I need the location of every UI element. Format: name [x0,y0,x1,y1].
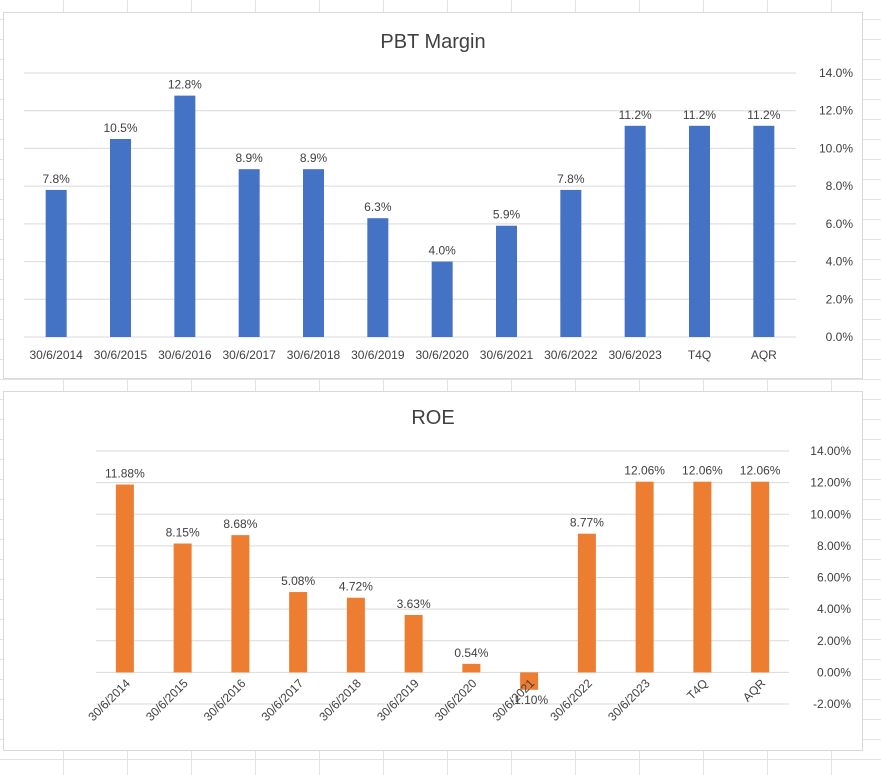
data-label: 12.06% [682,464,723,478]
data-label: 11.2% [619,108,652,122]
data-label: 12.06% [740,464,781,478]
x-tick-label: 30/6/2016 [158,348,212,362]
data-label: 5.08% [281,574,315,588]
y-tick-label: 10.0% [819,141,853,155]
data-label: 8.68% [223,517,257,531]
y-tick-label: 6.0% [826,217,854,231]
x-tick-label: AQR [751,348,777,362]
data-label: 12.8% [168,78,202,92]
y-tick-label: 4.00% [817,602,851,616]
data-label: -1.10% [510,693,548,707]
y-tick-label: 14.00% [810,444,851,458]
x-tick-label: 30/6/2018 [316,676,364,724]
bar [577,533,596,673]
x-tick-label: 30/6/2017 [259,676,307,724]
x-tick-label: 30/6/2022 [544,348,598,362]
bar [496,225,517,337]
bar [110,139,131,337]
y-tick-label: 2.00% [817,634,851,648]
y-tick-label: 2.0% [826,292,854,306]
x-tick-label: 30/6/2017 [222,348,276,362]
bar [173,543,192,673]
x-tick-label: T4Q [688,348,711,362]
data-label: 4.0% [428,244,456,258]
bar [303,169,324,337]
bar [689,125,710,337]
chart-title: ROE [411,407,454,429]
bar [751,481,770,673]
data-label: 7.8% [557,172,585,186]
data-label: 4.72% [339,580,373,594]
bar [45,189,67,337]
x-tick-label: 30/6/2019 [374,676,422,724]
data-label: 8.77% [570,516,604,530]
bar [462,663,481,673]
y-tick-label: 0.00% [817,665,851,679]
bar [431,261,453,337]
x-tick-label: T4Q [684,676,710,702]
y-tick-label: 4.0% [826,255,854,269]
data-label: 3.63% [397,597,431,611]
bar [231,535,250,673]
x-tick-label: 30/6/2021 [480,348,534,362]
data-label: 8.9% [300,151,328,165]
bar [238,169,260,337]
data-label: 12.06% [624,464,665,478]
y-tick-label: 10.00% [810,507,851,521]
y-tick-label: 8.00% [817,539,851,553]
bar [520,672,539,690]
bar [753,125,775,337]
x-tick-label: 30/6/2023 [605,676,653,724]
chart-title: PBT Margin [380,31,485,53]
y-tick-label: 8.0% [826,179,854,193]
x-tick-label: 30/6/2020 [415,348,469,362]
x-tick-label: 30/6/2015 [94,348,148,362]
data-label: 11.2% [747,108,780,122]
x-tick-label: 30/6/2014 [29,348,83,362]
bar [346,597,365,673]
bar [693,481,712,673]
data-label: 8.15% [166,526,200,540]
roe-chart-svg: ROE -2.00% 0.00% 2.00% 4.00% 6.00% 8.00% 10.00… [85,407,851,724]
x-tick-label: 30/6/2023 [608,348,662,362]
y-tick-label: 12.00% [810,476,851,490]
x-tick-label: 30/6/2018 [287,348,341,362]
data-label: 7.8% [42,172,70,186]
y-tick-label: 0.0% [826,330,854,344]
bar [635,481,654,673]
bar [560,189,582,337]
roe-chart[interactable]: ROE -2.00% 0.00% 2.00% 4.00% 6.00% 8.00% 10.00… [3,391,863,751]
y-tick-label: -2.00% [813,697,851,711]
pbt-margin-chart-svg: PBT Margin 0.0% 2.0% 4.0% 6.0% 8.0% 10.0% 12.0… [24,31,854,362]
y-tick-label: 12.0% [819,104,853,118]
bar [289,592,308,673]
pbt-margin-chart[interactable]: PBT Margin 0.0% 2.0% 4.0% 6.0% 8.0% 10.0% 12.0… [3,12,863,379]
x-tick-label: 30/6/2014 [85,676,133,724]
y-tick-label: 14.0% [819,66,853,80]
x-tick-label: 30/6/2016 [201,676,249,724]
data-label: 0.54% [454,646,488,660]
y-tick-label: 6.00% [817,571,851,585]
bar [174,95,196,337]
x-tick-label: AQR [740,676,769,705]
x-tick-label: 30/6/2019 [351,348,405,362]
data-label: 6.3% [364,200,392,214]
data-label: 11.88% [105,467,145,481]
bar [367,218,389,337]
data-label: 8.9% [235,151,263,165]
x-tick-label: 30/6/2015 [143,676,191,724]
x-tick-label: 30/6/2022 [547,676,595,724]
data-label: 11.2% [683,108,716,122]
bar [115,484,134,673]
x-tick-label: 30/6/2020 [432,676,480,724]
bar [624,125,646,337]
data-label: 10.5% [103,121,137,135]
data-label: 5.9% [493,208,521,222]
bar [404,614,423,673]
